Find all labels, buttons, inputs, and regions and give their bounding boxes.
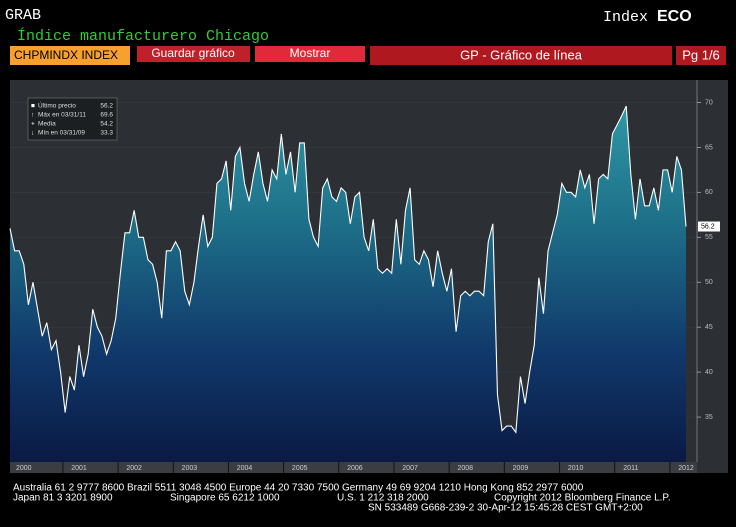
y-tick-label: 35	[705, 414, 713, 421]
y-tick-label: 45	[705, 324, 713, 331]
legend-icon: ■	[31, 103, 35, 110]
x-tick-label: 2001	[71, 465, 87, 472]
legend-value: 56.2	[100, 103, 113, 110]
line	[9, 105, 687, 434]
footer-line: Japan 81 3 3201 8900	[13, 493, 113, 504]
x-axis-band	[10, 462, 697, 473]
area	[10, 106, 686, 462]
footer-line: U.S. 1 212 318 2000	[337, 493, 429, 504]
subtitle: Índice manufacturero Chicago	[17, 27, 269, 45]
save-label: Guardar gráfico	[151, 46, 235, 60]
last-price-label: 56.2	[701, 223, 715, 230]
x-tick-label: 2004	[237, 465, 253, 472]
x-tick-label: 2010	[568, 465, 584, 472]
ticker-box[interactable]	[10, 46, 130, 65]
ticker: CHPMINDX INDEX	[14, 48, 118, 62]
x-tick-label: 2000	[16, 465, 32, 472]
legend: ■ Último precio 56.2 ↑ Máx en 03/31/11 69.6 + M…	[31, 101, 113, 137]
y-tick-label: 70	[705, 99, 713, 106]
legend-label: Máx en 03/31/11	[38, 112, 86, 119]
legend-label: Mín en 03/31/09	[38, 130, 85, 137]
title: GRAB	[5, 7, 41, 24]
footer-line: Copyright 2012 Bloomberg Finance L.P.	[494, 493, 671, 504]
x-tick-label: 2002	[126, 465, 142, 472]
view-bar	[370, 46, 672, 65]
x-tick-label: 2006	[347, 465, 363, 472]
page-label: Pg 1/6	[682, 47, 720, 62]
index-label: Index	[603, 9, 648, 26]
x-tick-label: 2009	[513, 465, 529, 472]
show-button[interactable]	[255, 46, 365, 62]
legend-value: 69.6	[100, 112, 113, 119]
legend-icon: ↑	[31, 112, 34, 119]
page-bar[interactable]	[676, 46, 726, 65]
footer-line: Singapore 65 6212 1000	[170, 493, 280, 504]
legend-icon: ↓	[31, 130, 34, 137]
footer-line: SN 533489 G668-239-2 30-Apr-12 15:45:28 …	[368, 503, 643, 514]
save-button[interactable]	[137, 46, 250, 62]
x-tick-label: 2007	[402, 465, 418, 472]
legend-box	[27, 97, 118, 141]
last-price-tag	[698, 221, 720, 232]
footer-line: Australia 61 2 9777 8600 Brazil 5511 304…	[13, 483, 584, 494]
y-tick-label: 40	[705, 369, 713, 376]
view-label: GP - Gráfico de línea	[460, 47, 583, 62]
legend-icon: +	[31, 121, 35, 128]
legend-value: 54.2	[100, 121, 113, 128]
y-tick-label: 65	[705, 144, 713, 151]
x-tick-label: 2003	[182, 465, 198, 472]
legend-label: Último precio	[38, 101, 76, 110]
y-tick-label: 50	[705, 279, 713, 286]
y-tick-label: 55	[705, 234, 713, 241]
x-tick-label: 2011	[623, 465, 638, 472]
legend-label: Media	[38, 121, 56, 128]
x-tick-label: 2005	[292, 465, 308, 472]
x-tick-label: 2008	[457, 465, 473, 472]
x-tick-label: 2012	[678, 465, 694, 472]
eco-label: ECO	[657, 8, 692, 25]
show-label: Mostrar	[290, 46, 331, 60]
plot: 35 40 45 50 55 60 65 70 2000 2001 2002 2003 2004 2005…	[9, 80, 720, 473]
legend-value: 33.3	[100, 130, 113, 137]
y-tick-label: 60	[705, 189, 713, 196]
